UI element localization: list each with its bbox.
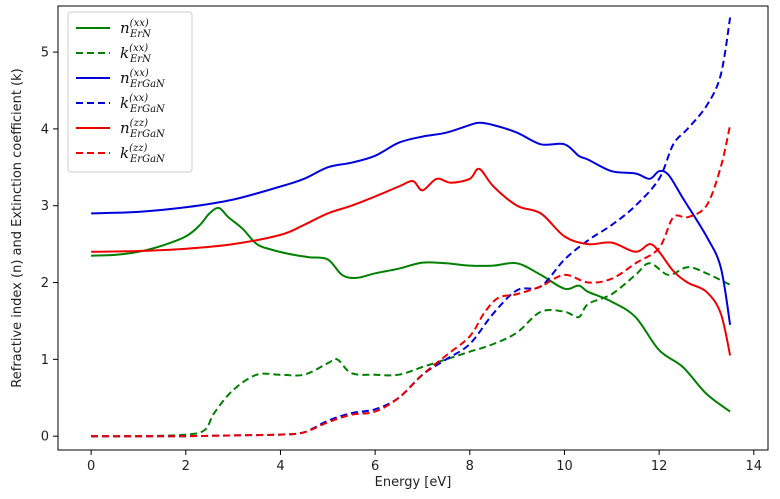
series-line-n_ErN_xx xyxy=(91,206,731,413)
y-tick-label: 1 xyxy=(41,353,49,368)
x-tick-label: 0 xyxy=(87,459,95,474)
legend-entry-k_ErGaN_zz: k(zz) ErGaN xyxy=(76,143,166,165)
legend-label: k(xx) ErN xyxy=(120,43,152,65)
y-axis-title: Refractive index (n) and Extinction coef… xyxy=(10,68,25,387)
x-axis-title: Energy [eV] xyxy=(375,475,452,490)
legend-label-sub: ErGaN xyxy=(129,129,166,140)
series-layer xyxy=(91,17,732,438)
y-tick-label: 2 xyxy=(41,276,49,291)
series-line-n_ErGaN_xx xyxy=(91,121,732,325)
legend-label: n(zz) ErGaN xyxy=(120,118,166,140)
x-tick-label: 14 xyxy=(746,459,763,474)
legend-entry-n_ErN_xx: n(xx) ErN xyxy=(76,18,152,40)
x-tick-label: 6 xyxy=(371,459,379,474)
legend-label-sub: ErGaN xyxy=(129,79,166,90)
legend-label-sub: ErGaN xyxy=(129,104,166,115)
legend-label: k(zz) ErGaN xyxy=(120,143,166,165)
x-tick-label: 12 xyxy=(651,459,668,474)
legend-entry-n_ErGaN_zz: n(zz) ErGaN xyxy=(76,118,166,140)
legend-label-sup: (xx) xyxy=(129,93,148,104)
legend-label-base: n xyxy=(120,69,130,87)
legend-label-sub: ErN xyxy=(129,29,152,40)
legend-label-base: k xyxy=(120,94,129,112)
legend-label-base: n xyxy=(120,119,130,137)
legend-label: n(xx) ErGaN xyxy=(120,68,166,90)
legend-label-sup: (xx) xyxy=(130,18,149,29)
series-line-n_ErGaN_zz xyxy=(91,167,732,356)
legend-entry-n_ErGaN_xx: n(xx) ErGaN xyxy=(76,68,166,90)
x-tick-label: 4 xyxy=(276,459,284,474)
legend-label-base: n xyxy=(120,19,130,37)
y-tick-label: 0 xyxy=(41,430,49,445)
legend-label-sub: ErGaN xyxy=(129,154,166,165)
legend-label-sup: (zz) xyxy=(130,118,148,129)
legend-label-sup: (zz) xyxy=(129,143,147,154)
legend-label-base: k xyxy=(120,44,129,62)
legend-label-sup: (xx) xyxy=(129,43,148,54)
legend-label: n(xx) ErN xyxy=(120,18,152,40)
x-tick-label: 2 xyxy=(182,459,190,474)
x-tick-label: 10 xyxy=(556,459,573,474)
legend-label-sub: ErN xyxy=(129,54,152,65)
legend-label-base: k xyxy=(120,144,129,162)
legend-label: k(xx) ErGaN xyxy=(120,93,166,115)
x-tick-label: 8 xyxy=(466,459,474,474)
y-tick-label: 5 xyxy=(41,46,49,61)
legend-entry-k_ErGaN_xx: k(xx) ErGaN xyxy=(76,93,166,115)
y-tick-label: 3 xyxy=(41,199,49,214)
legend-label-sup: (xx) xyxy=(130,68,149,79)
y-tick-label: 4 xyxy=(41,122,49,137)
legend-entry-k_ErN_xx: k(xx) ErN xyxy=(76,43,152,65)
